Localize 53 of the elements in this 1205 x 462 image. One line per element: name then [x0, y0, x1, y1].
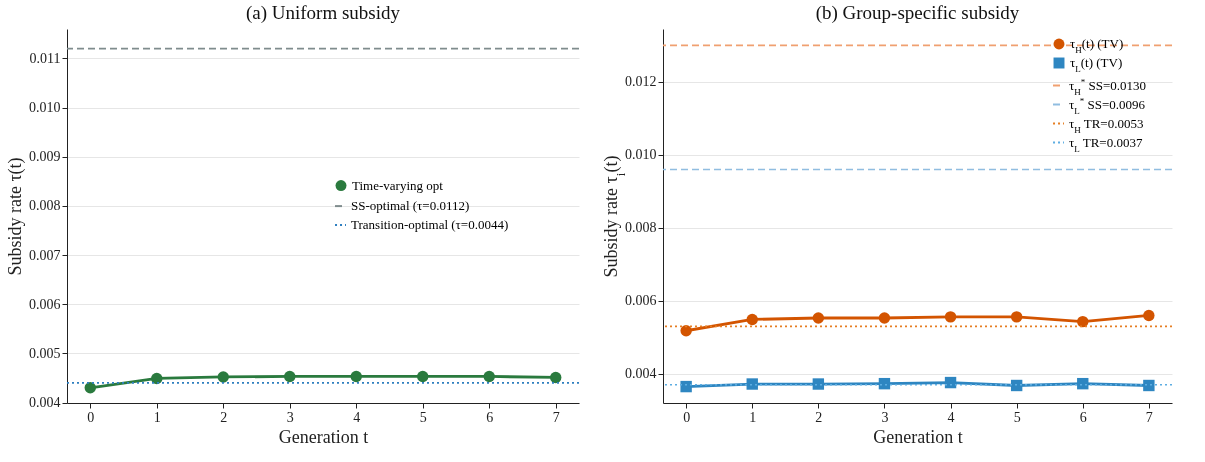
x-tick-label: 5	[419, 409, 427, 425]
x-tick-label: 6	[486, 409, 494, 425]
x-tick-label: 1	[153, 409, 161, 425]
y-tick-label: 0.010	[625, 147, 657, 163]
y-tick-label: 0.008	[29, 198, 61, 214]
point	[812, 312, 825, 324]
legend-label: τ$_{L}$ TR=0.0037	[1069, 134, 1143, 154]
x-tick-label: 7	[1145, 409, 1153, 425]
x-tick-label: 4	[353, 409, 361, 425]
x-axis-title: Generation t	[278, 426, 369, 447]
x-tick-label: 4	[947, 409, 955, 425]
point	[812, 378, 825, 390]
legend-label: τ$_{L}$$^{*}$ SS=0.0096	[1069, 95, 1146, 116]
legend-label: τ$_{L}$(t) (TV)	[1070, 55, 1123, 74]
x-axis-title: Generation t	[873, 426, 963, 447]
point	[1077, 315, 1089, 328]
point	[746, 378, 758, 390]
x-tick-label: 3	[881, 409, 889, 425]
point	[746, 313, 758, 326]
y-tick-label: 0.010	[29, 100, 61, 116]
point	[1143, 309, 1155, 322]
x-tick-label: 3	[286, 409, 294, 425]
x-tick-label: 2	[220, 409, 228, 425]
point	[680, 380, 692, 393]
y-tick-label: 0.012	[625, 74, 657, 90]
chart-title: (a) Uniform subsidy	[245, 2, 401, 24]
y-tick-label: 0.004	[29, 395, 61, 411]
legend-label: τ$_{H}$ TR=0.0053	[1069, 115, 1144, 135]
x-tick-label: 7	[552, 409, 560, 425]
legend-label: τ$_{H}$$^{*}$ SS=0.0130	[1069, 76, 1147, 97]
point	[1143, 379, 1155, 392]
y-tick-label: 0.005	[29, 345, 61, 361]
y-tick-label: 0.011	[29, 50, 61, 66]
y-tick-label: 0.006	[625, 293, 657, 309]
y-tick-label: 0.009	[29, 149, 61, 165]
x-tick-label: 5	[1013, 409, 1021, 425]
x-tick-label: 0	[683, 409, 691, 425]
legend-label: Transition-optimal (τ=0.0044)	[351, 217, 509, 233]
y-axis-title: Subsidy rate τ(t)	[5, 157, 26, 276]
chart-title: (b) Group-specific subsidy	[815, 2, 1020, 24]
point	[944, 311, 957, 323]
x-tick-label: 2	[815, 409, 823, 425]
x-tick-label: 0	[87, 409, 95, 425]
point	[680, 325, 692, 337]
point	[878, 312, 891, 324]
y-tick-label: 0.006	[29, 296, 61, 312]
x-tick-label: 1	[749, 409, 757, 425]
point	[1010, 311, 1023, 323]
y-tick-label: 0.004	[625, 366, 657, 382]
y-tick-label: 0.007	[29, 247, 61, 263]
legend-label: SS-optimal (τ=0.0112)	[351, 198, 470, 214]
x-tick-label: 6	[1079, 409, 1087, 425]
legend-label: Time-varying opt	[352, 177, 444, 193]
